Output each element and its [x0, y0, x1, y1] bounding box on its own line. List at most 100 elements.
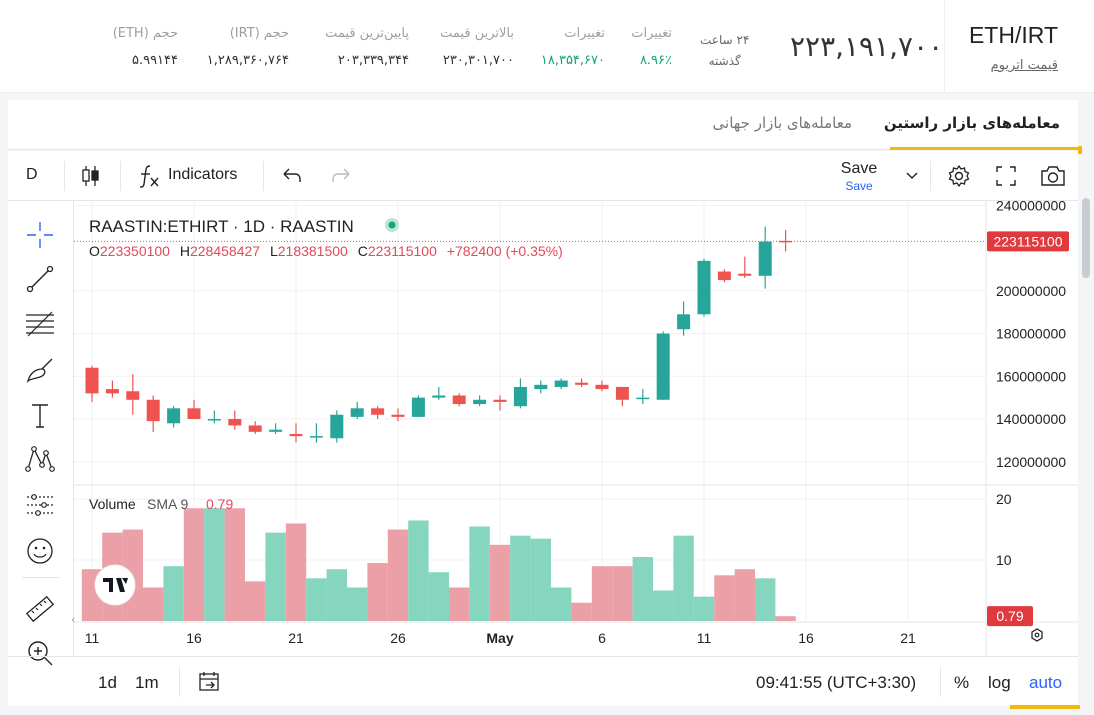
- ruler-icon[interactable]: [24, 593, 56, 625]
- price-axis-tick: 160000000: [996, 368, 1066, 384]
- candles-chart-type-icon[interactable]: [80, 164, 102, 188]
- candle-body: [452, 395, 466, 405]
- tab-raastin-market[interactable]: معامله‌های بازار راستین: [883, 114, 1060, 132]
- bottom-divider: [179, 667, 180, 697]
- save-button[interactable]: Save Save: [840, 160, 878, 193]
- chevron-down-icon[interactable]: [906, 171, 918, 181]
- volume-bar: [775, 616, 796, 621]
- brush-icon[interactable]: [24, 353, 56, 385]
- price-axis-tick: 120000000: [996, 454, 1066, 470]
- volume-bar: [653, 590, 674, 621]
- candle-body: [371, 408, 385, 415]
- stat-change-percent: تغییرات ۸.۹۶٪: [631, 26, 672, 68]
- drawing-tools-sidebar: [8, 201, 74, 666]
- candle-body: [615, 386, 629, 400]
- tradingview-logo[interactable]: [94, 564, 136, 606]
- emoji-icon[interactable]: [24, 535, 56, 567]
- auto-scale-toggle[interactable]: auto: [1029, 673, 1063, 692]
- pair-box: ETH/IRT قیمت اتریوم: [944, 0, 1094, 93]
- pattern-icon[interactable]: [24, 443, 56, 475]
- toolbar-divider: [263, 161, 264, 191]
- stat-label: حجم (ETH): [112, 26, 178, 41]
- fullscreen-icon[interactable]: [995, 165, 1017, 187]
- log-scale-toggle[interactable]: log: [988, 673, 1011, 692]
- time-axis-settings-icon[interactable]: [1031, 628, 1043, 642]
- page-scrollbar-thumb[interactable]: [1082, 198, 1090, 278]
- candle-body: [432, 395, 446, 398]
- pair-subtitle-link[interactable]: قیمت اتریوم: [990, 58, 1058, 73]
- volume-bar: [714, 575, 735, 621]
- volume-bar: [530, 538, 551, 621]
- ohlc-open: 223350100: [100, 243, 170, 259]
- candle-body: [187, 408, 201, 420]
- candle-body: [167, 408, 181, 424]
- stat-value: ۱۸,۳۵۴,۶۷۰: [540, 53, 605, 68]
- time-axis-tick: May: [486, 630, 513, 646]
- range-1d-button[interactable]: 1d: [98, 673, 117, 692]
- price-chart[interactable]: 223115100 240000000 200000000 180000000 1600…: [8, 151, 1078, 656]
- volume-bar: [163, 566, 184, 621]
- volume-bar: [347, 587, 368, 621]
- crosshair-icon[interactable]: [24, 219, 56, 251]
- volume-last-label: 0.79: [996, 608, 1023, 624]
- stat-change-amount: تغییرات ۱۸,۳۵۴,۶۷۰: [541, 26, 605, 68]
- toolbar-divider: [930, 161, 931, 191]
- stat-value: ۸.۹۶٪: [639, 53, 672, 68]
- price-axis-tick: 140000000: [996, 411, 1066, 427]
- volume-bar: [387, 529, 409, 621]
- stat-volume-irt: حجم (IRT) ۱,۲۸۹,۳۶۰,۷۶۴: [207, 26, 289, 68]
- last-price: ۲۲۳,۱۹۱,۷۰۰: [790, 30, 944, 63]
- indicators-button[interactable]: Indicators: [168, 166, 238, 183]
- volume-bar: [449, 587, 470, 621]
- gear-icon[interactable]: [947, 164, 971, 188]
- redo-icon[interactable]: [330, 167, 352, 185]
- save-status: Save: [845, 179, 873, 193]
- zoom-in-icon[interactable]: [24, 637, 56, 669]
- period-line1: ۲۴ ساعت: [700, 33, 750, 47]
- volume-bar: [183, 508, 205, 621]
- volume-bar: [245, 581, 266, 621]
- stat-label: تغییرات: [564, 26, 605, 41]
- candle-body: [85, 367, 99, 394]
- market-stats-header: ETH/IRT قیمت اتریوم ۲۲۳,۱۹۱,۷۰۰ ۲۴ ساعت …: [0, 0, 1094, 93]
- volume-bar: [326, 569, 347, 621]
- candle-body: [554, 380, 568, 387]
- range-1m-button[interactable]: 1m: [135, 673, 159, 692]
- grid-layer: [74, 201, 1078, 656]
- time-axis-tick: 21: [288, 630, 304, 646]
- undo-icon[interactable]: [281, 167, 303, 185]
- candle-body: [738, 273, 752, 276]
- volume-bar: [265, 532, 286, 621]
- interval-button[interactable]: D: [26, 166, 38, 183]
- timezone-clock[interactable]: 09:41:55 (UTC+3:30): [756, 673, 917, 692]
- volume-bar: [591, 566, 613, 621]
- chart-overlays: 223115100 240000000 200000000 180000000 1600…: [74, 197, 1069, 646]
- time-axis-tick: 21: [900, 630, 916, 646]
- scroll-left-icon[interactable]: ‹: [71, 613, 75, 626]
- price-axis-tick: 240000000: [996, 197, 1066, 213]
- candle-body: [697, 260, 711, 315]
- prediction-tools-icon[interactable]: [24, 489, 56, 521]
- time-axis-tick: 16: [186, 630, 202, 646]
- percent-scale-toggle[interactable]: %: [954, 673, 970, 692]
- candle-body: [534, 384, 548, 390]
- time-axis-tick: 26: [390, 630, 406, 646]
- candle-body: [636, 397, 650, 400]
- tab-global-market[interactable]: معامله‌های بازار جهانی: [712, 114, 852, 132]
- fx-indicators-icon[interactable]: [138, 163, 160, 189]
- date-range-icon[interactable]: [198, 671, 222, 693]
- text-tool-icon[interactable]: [24, 399, 56, 431]
- candle-body: [493, 399, 507, 402]
- volume-bar: [428, 572, 449, 621]
- camera-icon[interactable]: [1040, 164, 1066, 188]
- volume-bar: [469, 526, 490, 621]
- candle-body: [309, 436, 323, 438]
- accent-strip: [1078, 146, 1082, 154]
- trend-line-icon[interactable]: [24, 263, 56, 295]
- stat-value: ۱,۲۸۹,۳۶۰,۷۶۴: [206, 53, 289, 68]
- fib-retracement-icon[interactable]: [24, 309, 56, 341]
- stat-label: بالاترین قیمت: [440, 26, 514, 41]
- candle-body: [677, 314, 691, 330]
- time-axis-tick: 6: [598, 630, 606, 646]
- chart-toolbar: D Indicators Save Save: [8, 151, 1078, 201]
